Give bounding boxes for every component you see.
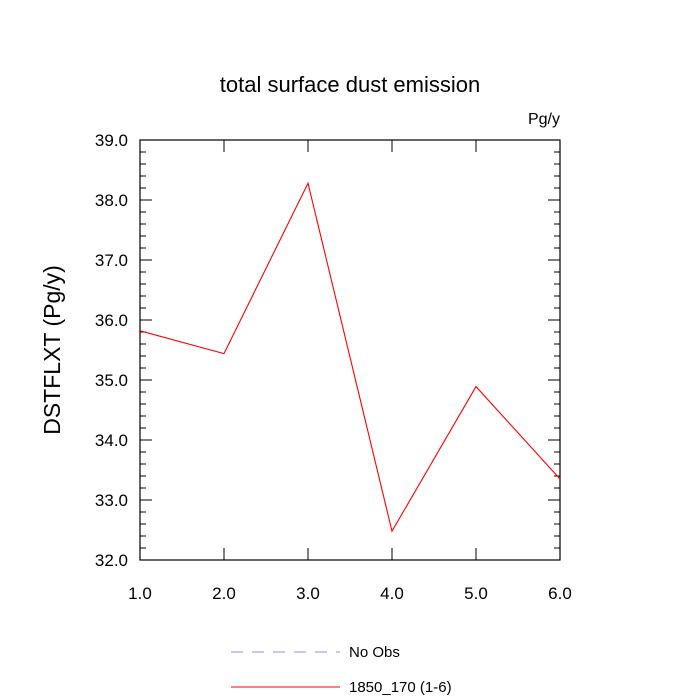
series-layer: [139, 181, 561, 533]
y-tick-label: 35.0: [95, 371, 128, 390]
y-tick-label: 32.0: [95, 551, 128, 570]
axes: 1.0 2.0 3.0 4.0 5.0 6.0 32.0 33.0 34.0 35.0 36.0 37…: [95, 131, 572, 603]
y-tick-label: 38.0: [95, 191, 128, 210]
legend: No Obs 1850_170 (1-6): [231, 644, 452, 696]
x-tick-label: 6.0: [548, 584, 572, 603]
x-tick-label: 4.0: [380, 584, 404, 603]
x-tick-label: 1.0: [128, 584, 152, 603]
x-tick-label: 3.0: [296, 584, 320, 603]
plot-frame: [139, 139, 561, 561]
legend-label: No Obs: [349, 644, 400, 661]
series-line: [139, 181, 561, 533]
x-tick-label: 2.0: [212, 584, 236, 603]
x-tick-label: 5.0: [464, 584, 488, 603]
y-tick-label: 36.0: [95, 311, 128, 330]
y-tick-label: 39.0: [95, 131, 128, 150]
chart-title: total surface dust emission: [220, 72, 480, 97]
y-tick-label: 37.0: [95, 251, 128, 270]
legend-label: 1850_170 (1-6): [349, 679, 452, 696]
units-label: Pg/y: [528, 111, 560, 128]
y-axis-label: DSTFLXT (Pg/y): [39, 265, 65, 435]
y-tick-label: 33.0: [95, 491, 128, 510]
y-tick-label: 34.0: [95, 431, 128, 450]
